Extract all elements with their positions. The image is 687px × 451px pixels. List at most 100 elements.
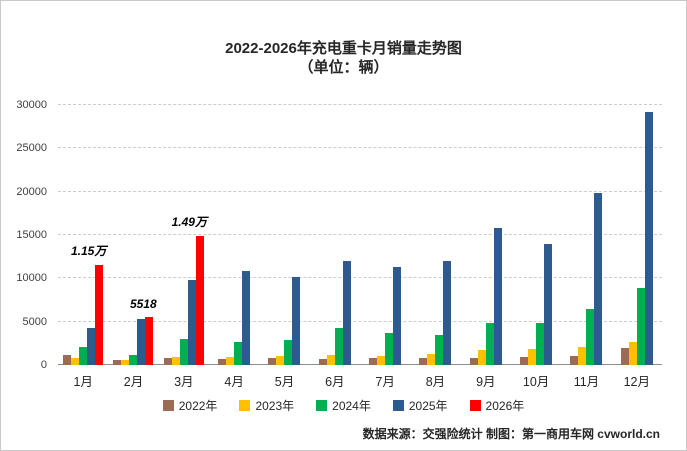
legend-swatch [469, 400, 481, 411]
bar-2023年 [377, 355, 386, 365]
bar-2023年 [276, 356, 285, 365]
gridline [58, 277, 662, 279]
bar-2024年 [334, 328, 343, 365]
legend-item: 2024年 [316, 397, 371, 414]
legend: 2022年 2023年 2024年 2025年 2026年 [1, 397, 686, 414]
bar-2022年 [113, 359, 122, 365]
bar-group [612, 105, 662, 365]
bar-2022年 [318, 358, 327, 365]
bar-2025年 [594, 192, 603, 365]
x-tick-label: 1月 [73, 375, 93, 389]
bar-2025年 [393, 267, 402, 365]
bar-group [561, 105, 611, 365]
gridlines [58, 104, 662, 365]
bar-2024年 [636, 287, 645, 365]
legend-label: 2022年 [178, 399, 218, 413]
bar-2023年 [171, 357, 180, 365]
source-note: 数据来源：交强险统计 制图：第一商用车网 cvworld.cn [362, 427, 660, 441]
legend-swatch [239, 400, 251, 411]
bar-2023年 [528, 348, 537, 365]
bar-group: 1.15万 [58, 105, 108, 365]
bar-2024年 [284, 340, 293, 365]
bar-2025年 [443, 261, 452, 365]
bar-2022年 [268, 358, 277, 365]
gridline [58, 104, 662, 105]
bar-2023年 [121, 359, 130, 365]
bar-2024年 [536, 322, 545, 365]
bar-2025年 [292, 277, 301, 365]
bar-2025年 [137, 319, 146, 365]
bar-2022年 [469, 358, 478, 365]
gridline [58, 147, 662, 149]
plot-area: 1.15万 5518 1.49万 [58, 104, 662, 365]
bar-2024年 [385, 332, 394, 365]
x-tick-label: 2月 [123, 375, 144, 389]
bar-2024年 [179, 339, 188, 365]
data-label: 1.49万 [171, 214, 207, 229]
legend-swatch [162, 400, 174, 411]
bar-2024年 [129, 355, 138, 365]
legend-item: 2023年 [239, 397, 294, 414]
bar-group [410, 105, 460, 365]
bar-2022年 [520, 357, 529, 365]
bar-2025年 [644, 111, 653, 365]
x-tick-label: 6月 [325, 375, 345, 389]
bar-group [360, 105, 410, 365]
bar-2024年 [79, 346, 88, 365]
bar-2026年 [95, 265, 104, 365]
bar-group: 5518 [108, 105, 158, 365]
y-tick-label: 5000 [22, 315, 47, 328]
bar-group [209, 105, 259, 365]
legend-item: 2025年 [392, 397, 448, 414]
bar-group [310, 105, 360, 365]
x-tick-label: 12月 [623, 375, 650, 389]
bar-2025年 [493, 228, 502, 365]
y-tick-label: 10000 [16, 272, 47, 285]
bar-2023年 [477, 350, 486, 365]
x-tick-label: 3月 [174, 375, 194, 389]
y-tick-label: 15000 [16, 229, 47, 241]
chart-title-line2: （单位：辆） [298, 59, 389, 76]
bar-2022年 [63, 354, 72, 365]
gridline [58, 190, 662, 192]
data-label: 1.15万 [70, 244, 107, 259]
bar-2023年 [71, 358, 80, 365]
legend-label: 2026年 [485, 399, 525, 413]
bar-2026年 [145, 317, 154, 365]
bar-2024年 [234, 342, 243, 365]
y-axis-labels: 0 5000 10000 15000 20000 25000 30000 [1, 99, 51, 371]
chart-title-line1: 2022-2026年充电重卡月销量走势图 [225, 40, 462, 57]
bar-2023年 [326, 355, 335, 365]
chart-title: 2022-2026年充电重卡月销量走势图 （单位：辆） [1, 39, 686, 77]
bar-2022年 [163, 358, 172, 365]
x-axis-labels: 1月 2月 3月 4月 5月 6月 7月 8月 9月 10月 11月 12月 [58, 371, 662, 390]
gridline [58, 234, 662, 235]
bar-2022年 [620, 347, 629, 365]
x-tick-label: 7月 [375, 375, 395, 389]
bar-2022年 [369, 358, 378, 365]
data-label: 5518 [129, 297, 157, 312]
bar-2023年 [578, 346, 587, 365]
bar-groups: 1.15万 5518 1.49万 [58, 105, 662, 365]
bar-2025年 [544, 243, 553, 365]
legend-swatch [392, 400, 404, 411]
x-axis-line [58, 364, 662, 365]
bar-2022年 [419, 358, 428, 365]
y-tick-label: 20000 [16, 185, 47, 198]
x-tick-label: 5月 [274, 375, 295, 389]
bar-group [461, 105, 511, 365]
bar-2025年 [342, 261, 351, 365]
bar-2025年 [187, 280, 196, 365]
bar-2023年 [427, 354, 436, 365]
x-tick-label: 11月 [573, 375, 600, 389]
x-tick-label: 10月 [522, 375, 550, 389]
bar-group [511, 105, 561, 365]
bar-2024年 [435, 335, 444, 365]
legend-label: 2024年 [332, 399, 371, 413]
bar-2023年 [628, 342, 637, 365]
bar-group [259, 105, 309, 365]
bar-2025年 [242, 271, 251, 365]
legend-item: 2022年 [162, 397, 218, 414]
bar-2026年 [195, 235, 204, 365]
